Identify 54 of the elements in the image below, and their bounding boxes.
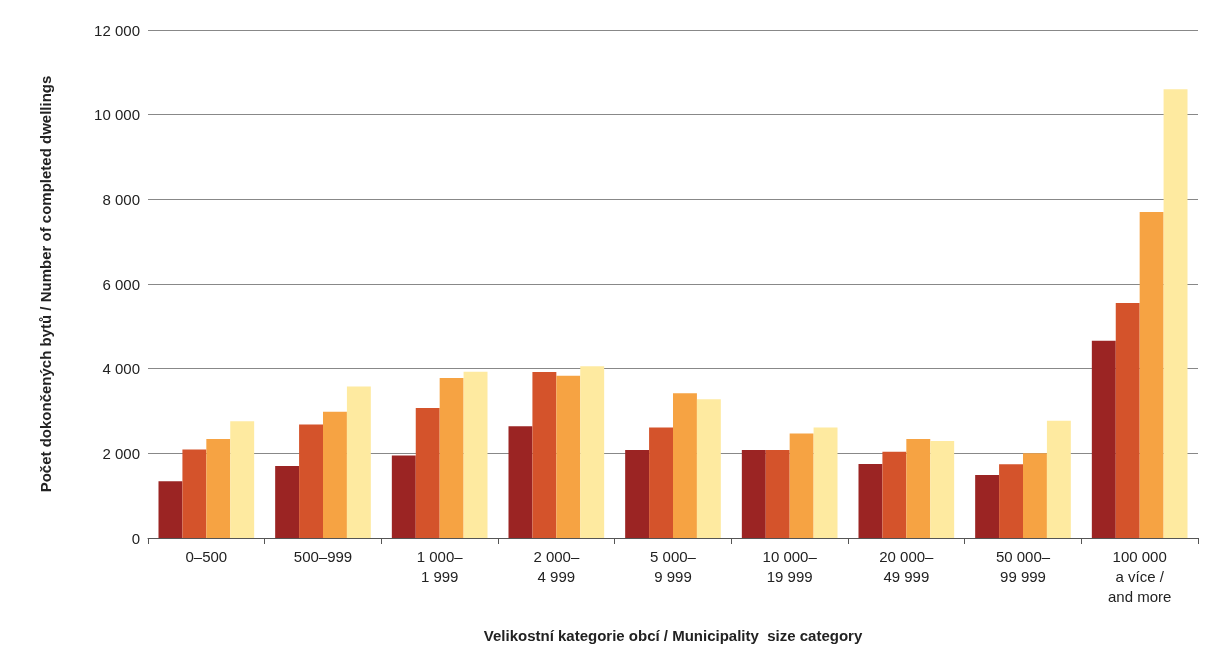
bar <box>1139 212 1164 538</box>
bar <box>1091 340 1116 538</box>
bar <box>508 426 533 538</box>
bar <box>158 481 183 538</box>
bar <box>182 449 207 538</box>
bar <box>556 375 581 538</box>
y-tick-label: 6 000 <box>102 275 140 293</box>
y-tick-label: 12 000 <box>94 21 140 39</box>
x-tick-label: 100 000 a více / and more <box>1107 547 1172 605</box>
bar <box>765 449 790 538</box>
bar <box>1115 303 1140 538</box>
bar <box>391 455 416 538</box>
x-tick-label: 2 000– 4 999 <box>533 547 580 585</box>
bar <box>1163 89 1188 538</box>
y-tick-label: 0 <box>131 529 140 547</box>
bar <box>975 474 1000 538</box>
bar <box>741 449 766 538</box>
bar <box>275 466 300 538</box>
bar <box>206 438 231 538</box>
bar <box>930 441 955 538</box>
x-tick-label: 50 000– 99 999 <box>995 547 1051 585</box>
bar <box>789 433 814 538</box>
bar <box>696 399 721 538</box>
bar <box>415 408 440 538</box>
x-axis-title: Velikostní kategorie obcí / Municipality size category <box>483 627 863 644</box>
y-tick-label: 4 000 <box>102 360 140 378</box>
bar <box>463 371 488 538</box>
y-axis-title: Počet dokončených bytů / Number of completed dwellings <box>37 75 54 493</box>
bar <box>439 377 464 538</box>
bar <box>649 427 673 538</box>
bar <box>625 449 650 538</box>
bar <box>532 372 557 538</box>
x-tick-label: 500–999 <box>293 547 353 565</box>
x-tick-label: 20 000– 49 999 <box>879 547 935 585</box>
bar <box>858 463 883 538</box>
bar <box>299 424 323 538</box>
x-tick-label: 1 000– 1 999 <box>416 547 464 585</box>
x-tick-label: 0–500 <box>185 547 228 565</box>
bar <box>1023 453 1047 538</box>
bar <box>813 427 838 538</box>
bar <box>323 411 347 538</box>
bar <box>906 438 931 538</box>
bar <box>346 386 371 538</box>
bar <box>580 366 605 538</box>
y-tick-label: 8 000 <box>102 190 140 208</box>
bar <box>230 421 255 538</box>
x-tick-label: 5 000– 9 999 <box>650 547 697 585</box>
bar <box>673 393 697 538</box>
x-tick-label: 10 000– 19 999 <box>762 547 818 585</box>
y-tick-label: 10 000 <box>94 106 140 124</box>
y-tick-label: 2 000 <box>102 444 140 462</box>
bar <box>1046 420 1071 538</box>
bar <box>882 451 907 538</box>
bar <box>999 464 1023 538</box>
